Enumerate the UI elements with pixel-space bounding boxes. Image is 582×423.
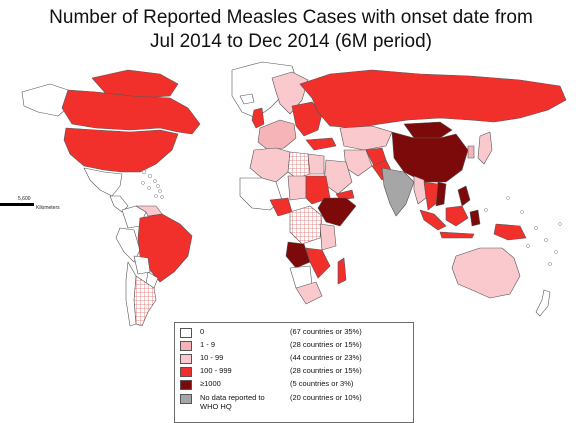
mexico: [83, 167, 123, 197]
philippines: [457, 185, 471, 207]
chile: [125, 261, 137, 327]
madagascar: [337, 257, 347, 285]
scale-unit: Kilometers: [36, 205, 60, 211]
legend-swatch-100-999: [180, 367, 192, 377]
legend-label: ≥1000: [200, 379, 221, 388]
sudan: [305, 175, 331, 205]
peru: [115, 227, 141, 263]
nigeria: [269, 197, 293, 217]
legend-count: (20 countries or 10%): [290, 393, 362, 402]
map-legend: 0 (67 countries or 35%) 1 - 9 (28 countr…: [174, 322, 414, 423]
kenya-tanzania: [319, 223, 337, 251]
usa: [63, 127, 179, 173]
iceland: [239, 93, 255, 105]
eastern-europe: [291, 101, 323, 137]
new-zealand: [535, 289, 551, 317]
legend-swatch-1-9: [180, 341, 192, 351]
kazakhstan: [339, 125, 393, 151]
legend-swatch-no-data: [180, 394, 192, 404]
legend-count: (28 countries or 15%): [290, 340, 362, 349]
legend-label: 1 - 9: [200, 340, 216, 349]
brazil: [137, 213, 193, 283]
bolivia: [133, 255, 151, 275]
title-line-1: Number of Reported Measles Cases with on…: [49, 7, 533, 28]
vietnam: [435, 181, 447, 207]
legend-swatch-10-99: [180, 354, 192, 364]
scale-bar-line: [0, 203, 34, 206]
page-title: Number of Reported Measles Cases with on…: [0, 6, 582, 54]
egypt: [307, 153, 325, 175]
india: [381, 167, 415, 217]
scale-bar: 5,600 Kilometers: [0, 196, 60, 216]
libya: [287, 151, 311, 179]
legend-label: 10 - 99: [200, 353, 224, 362]
papua: [493, 223, 527, 241]
legend-count: (5 countries or 3%): [290, 379, 354, 388]
legend-label: 0: [200, 327, 205, 336]
japan: [477, 131, 493, 165]
title-line-2: Jul 2014 to Dec 2014 (6M period): [150, 31, 432, 52]
legend-count: (28 countries or 15%): [290, 366, 362, 375]
legend-count: (67 countries or 35%): [290, 327, 362, 336]
legend-label: 100 - 999: [200, 366, 232, 375]
mongolia: [403, 121, 453, 139]
central-africa: [289, 205, 323, 245]
angola: [285, 241, 311, 269]
north-africa-west: [249, 147, 291, 183]
myanmar: [413, 175, 427, 205]
sulawesi: [469, 209, 481, 227]
south-africa: [295, 281, 323, 305]
chad: [287, 175, 307, 201]
legend-swatch-1000-plus: [180, 380, 192, 390]
legend-count: (44 countries or 23%): [290, 353, 362, 362]
australia: [451, 247, 521, 299]
canada: [61, 89, 201, 135]
zambia-mozambique: [305, 247, 331, 279]
russia: [299, 69, 567, 129]
legend-swatch-zero: [180, 328, 192, 338]
china: [391, 131, 469, 183]
borneo: [445, 205, 469, 227]
java: [439, 231, 475, 239]
scale-tick-end: 5,600: [18, 196, 31, 202]
korea: [467, 145, 475, 159]
turkey: [305, 137, 337, 151]
sumatra: [419, 209, 447, 231]
western-europe: [257, 119, 297, 151]
ethiopia-somalia: [317, 197, 357, 227]
legend-label: No data reported to WHO HQ: [200, 393, 265, 411]
uk: [251, 107, 265, 129]
